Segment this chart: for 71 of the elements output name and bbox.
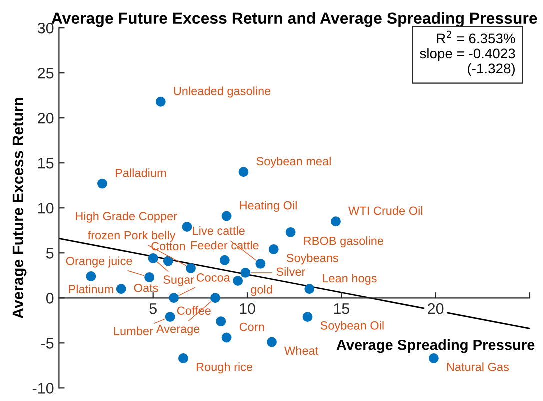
point (238, 167, 249, 178)
annotation: Sugar (164, 276, 194, 286)
point (182, 222, 192, 232)
point (144, 272, 155, 282)
annotation: Silver (276, 267, 306, 276)
point (233, 276, 244, 286)
point (267, 337, 277, 348)
point (331, 216, 341, 227)
point (156, 96, 166, 107)
x-axis-title: Average Spreading Pressure (336, 340, 535, 354)
point (186, 263, 196, 274)
point (286, 227, 296, 238)
annotation: Rough rice (196, 362, 253, 374)
point (86, 272, 96, 282)
y-tick-label: 25 (38, 68, 54, 79)
annotation: High Grade Copper (76, 212, 178, 223)
annotation: Natural Gas (447, 362, 509, 372)
annotation: Corn (240, 322, 264, 332)
point (163, 256, 174, 266)
annotation: Cotton (152, 242, 186, 251)
annotation: frozen Pork belly (88, 230, 176, 242)
annotation: Soybean meal (256, 156, 331, 168)
y-axis-title: Average Future Excess Return (12, 98, 27, 319)
point (169, 293, 180, 304)
x-tick-label: 5 (150, 304, 157, 314)
point (428, 353, 439, 364)
point (220, 255, 230, 266)
annotation: Lumber (114, 326, 154, 336)
annotation: Soybeans (286, 254, 338, 265)
chart-title: Average Future Excess Return and Average Spreading Pressure (52, 12, 538, 28)
point (165, 312, 176, 322)
point (268, 244, 279, 255)
y-tick-label: 30 (38, 22, 54, 34)
x-tick-label: 10 (240, 303, 256, 314)
point (116, 284, 126, 294)
point (148, 254, 158, 264)
annotation: Oats (134, 284, 158, 292)
x-tick-label: 20 (428, 303, 444, 314)
annotation: Unleaded gasoline (174, 86, 271, 98)
point (304, 284, 315, 294)
annotation: WTI Crude Oil (348, 206, 422, 216)
point (222, 332, 232, 343)
annotation: Average (156, 325, 200, 336)
annotation: Soybean Oil (320, 321, 384, 332)
annotation: Palladium (116, 168, 166, 178)
annotation: Heating Oil (240, 201, 297, 212)
point (98, 178, 108, 189)
point (210, 293, 220, 304)
y-tick-label: -10 (32, 383, 54, 394)
annotation: Wheat (284, 346, 319, 356)
point (216, 316, 226, 327)
y-tick-label: 10 (38, 202, 54, 214)
annotation: Live cattle (193, 226, 245, 236)
y-tick-label: 5 (46, 248, 54, 259)
annotation: Cocoa (196, 274, 230, 282)
annotation: gold (251, 285, 272, 296)
annotation: Platinum (69, 284, 114, 294)
annotation: Orange juice (66, 256, 132, 268)
y-tick-label: 0 (46, 293, 54, 304)
y-tick-label: 20 (38, 112, 54, 124)
point (240, 268, 251, 278)
point (256, 258, 266, 269)
annotation: RBOB gasoline (304, 236, 384, 248)
x-tick-label: 15 (334, 304, 350, 314)
point (222, 211, 232, 222)
point (302, 312, 313, 322)
point (178, 353, 188, 364)
annotation: R$^{2}$ = 6.353% slope = -0.4023 (-1.328) (420, 30, 516, 76)
annotation: Lean hogs (323, 274, 377, 285)
y-tick-label: -5 (41, 338, 54, 349)
y-tick-label: 15 (38, 158, 54, 169)
